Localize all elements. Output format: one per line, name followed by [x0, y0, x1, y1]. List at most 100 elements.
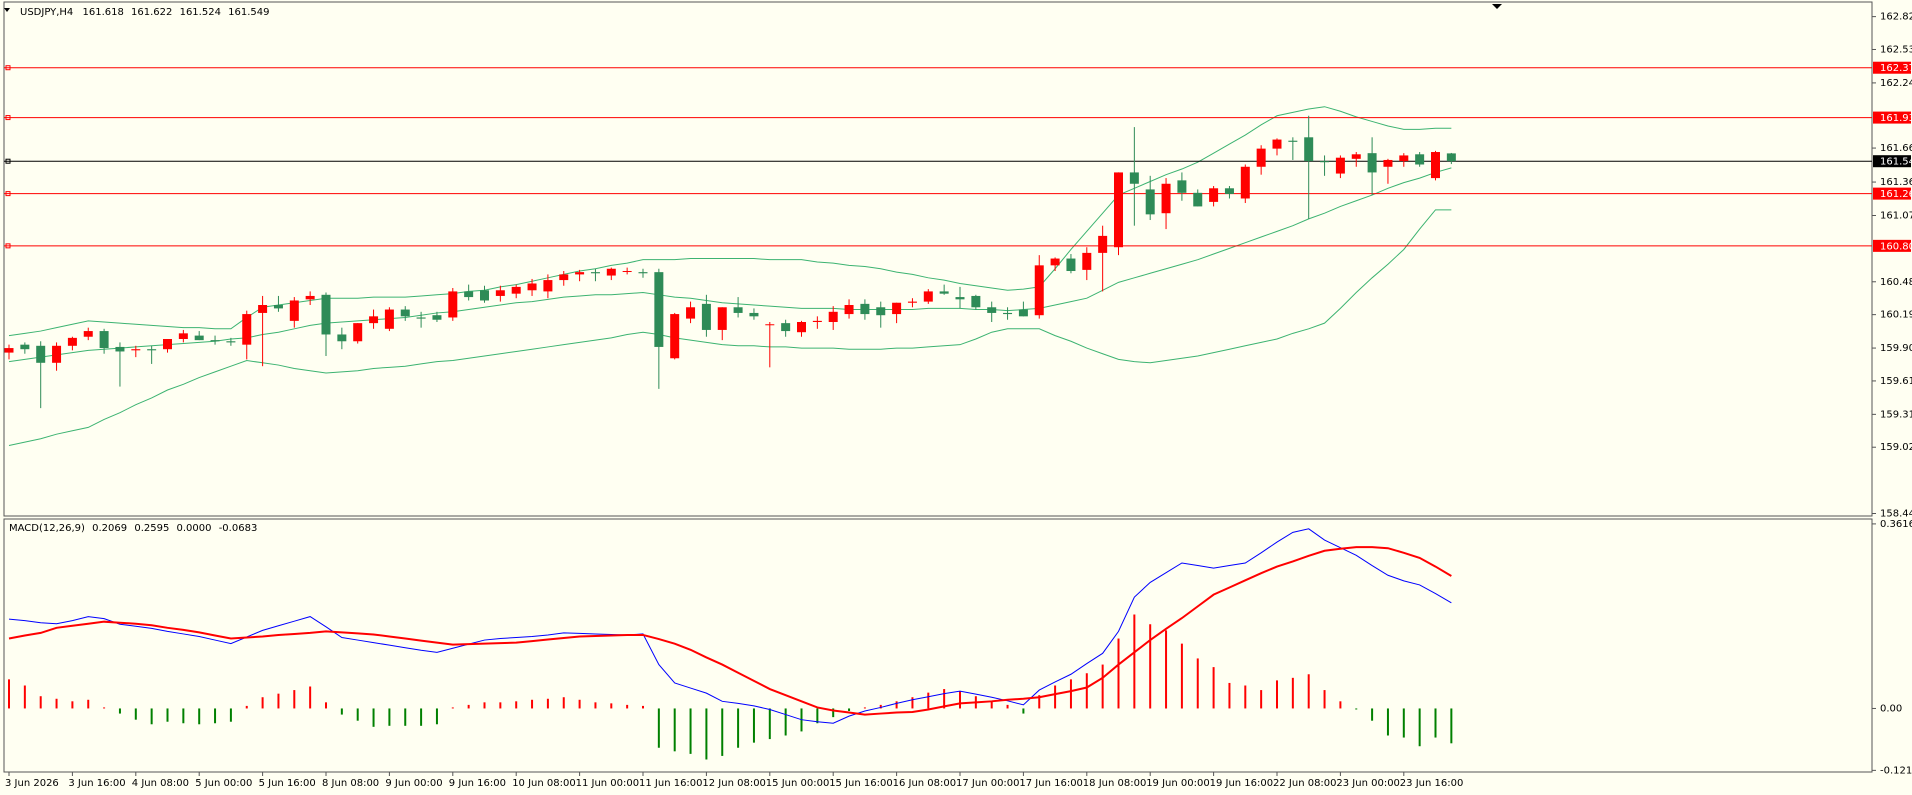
- price-panel: [3, 1, 1873, 517]
- candle-body: [1018, 309, 1028, 317]
- x-tick-label: 15 Jun 16:00: [829, 778, 893, 789]
- y-tick-label: 159.610: [1880, 376, 1912, 387]
- candle-body: [353, 323, 363, 342]
- candle-body: [52, 345, 62, 363]
- candle-body: [210, 340, 220, 342]
- current-price-line-label-box: [1873, 155, 1911, 168]
- y-tick-label: 161.365: [1880, 177, 1912, 188]
- last-open: 161.618: [82, 7, 123, 18]
- y-tick-label: 159.315: [1880, 409, 1912, 420]
- candle-body: [20, 344, 30, 350]
- candle-body: [1335, 157, 1345, 174]
- candle-body: [955, 297, 965, 300]
- y-tick-label: 158.440: [1880, 509, 1912, 520]
- candle-body: [416, 317, 426, 319]
- candle-body: [1431, 152, 1440, 179]
- x-tick-label: 22 Jun 08:00: [1273, 778, 1337, 789]
- candle-body: [797, 322, 806, 333]
- candle-body: [1224, 188, 1234, 194]
- candle-body: [432, 315, 442, 320]
- x-tick-label: 5 Jun 00:00: [195, 778, 252, 789]
- x-tick-label: 11 Jun 16:00: [639, 778, 703, 789]
- x-tick-label: 23 Jun 16:00: [1400, 778, 1464, 789]
- candle-body: [495, 290, 505, 296]
- last-high: 161.622: [131, 7, 172, 18]
- price-level-line-label: 161.263: [1880, 189, 1912, 200]
- price-level-line-label-box: [1873, 187, 1911, 200]
- price-level-line-label: 161.934: [1880, 113, 1912, 124]
- candle-body: [400, 309, 410, 317]
- candle-body: [1446, 153, 1456, 162]
- candle-body: [511, 286, 521, 294]
- candle-body: [480, 290, 489, 301]
- macd-header: MACD(12,26,9) 0.2069 0.2595 0.0000 -0.06…: [9, 523, 257, 534]
- candle-body: [242, 314, 252, 345]
- candle-body: [1098, 235, 1108, 253]
- macd-signal-value: 0.2595: [134, 523, 169, 534]
- candle-body: [115, 346, 125, 352]
- candle-body: [1193, 192, 1203, 207]
- chart-shift-marker: [1492, 4, 1502, 9]
- candle-body: [464, 291, 474, 298]
- price-level-line-label-box: [1873, 239, 1911, 252]
- candle-body: [1240, 166, 1250, 199]
- y-tick-label: -0.1213: [1880, 765, 1912, 776]
- bollinger-band: [8, 209, 1452, 447]
- x-tick-label: 9 Jun 00:00: [385, 778, 442, 789]
- candle-body: [717, 307, 727, 330]
- y-tick-label: 162.825: [1880, 12, 1912, 23]
- y-tick-label: 161.070: [1880, 210, 1912, 221]
- current-price-line-label: 161.549: [1880, 157, 1912, 168]
- candle-body: [923, 291, 933, 302]
- candle-body: [226, 341, 236, 343]
- price-level-line-anchor: [5, 115, 11, 121]
- candle-body: [828, 311, 838, 323]
- candle-body: [590, 272, 600, 274]
- panel-arrow: [4, 8, 10, 12]
- price-level-line-anchor: [5, 191, 11, 197]
- macd-histogram-value: -0.0683: [219, 523, 258, 534]
- candle-body: [1272, 139, 1282, 149]
- candle-body: [559, 274, 569, 281]
- macd-title: MACD(12,26,9): [9, 523, 85, 534]
- y-tick-label: 0.00: [1880, 703, 1902, 714]
- candle-body: [1415, 154, 1425, 165]
- x-tick-label: 19 Jun 16:00: [1210, 778, 1274, 789]
- symbol-header: USDJPY,H4 161.618 161.622 161.524 161.54…: [20, 7, 269, 18]
- candle-body: [638, 272, 648, 274]
- candle-body: [812, 320, 822, 323]
- x-tick-label: 12 Jun 08:00: [702, 778, 766, 789]
- x-tick-label: 15 Jun 00:00: [766, 778, 830, 789]
- candle-body: [178, 333, 188, 340]
- candle-body: [67, 337, 77, 346]
- x-tick-label: 3 Jun 16:00: [68, 778, 125, 789]
- y-tick-label: 160.485: [1880, 277, 1912, 288]
- x-tick-label: 16 Jun 08:00: [893, 778, 957, 789]
- candle-body: [907, 301, 917, 303]
- y-tick-label: 0.3616: [1880, 519, 1912, 530]
- candle-body: [1145, 189, 1155, 215]
- candle-body: [765, 324, 775, 326]
- x-tick-label: 10 Jun 08:00: [512, 778, 576, 789]
- candle-body: [1256, 148, 1266, 167]
- price-level-line-label-box: [1873, 61, 1911, 74]
- macd-extra-value: 0.0000: [177, 523, 212, 534]
- x-tick-label: 17 Jun 00:00: [956, 778, 1020, 789]
- candle-body: [987, 307, 997, 313]
- macd-main-value: 0.2069: [92, 523, 127, 534]
- candle-body: [575, 272, 585, 275]
- candle-body: [1082, 252, 1092, 270]
- candle-body: [337, 334, 347, 342]
- candle-body: [654, 272, 664, 347]
- candle-body: [131, 349, 141, 351]
- candle-body: [1399, 155, 1409, 162]
- x-tick-label: 18 Jun 08:00: [1083, 778, 1147, 789]
- current-price-line-anchor: [5, 158, 11, 164]
- candle-body: [733, 307, 743, 313]
- last-close: 161.549: [228, 7, 269, 18]
- candle-body: [289, 300, 299, 321]
- candle-body: [1161, 183, 1171, 214]
- price-level-line-label: 160.802: [1880, 241, 1912, 252]
